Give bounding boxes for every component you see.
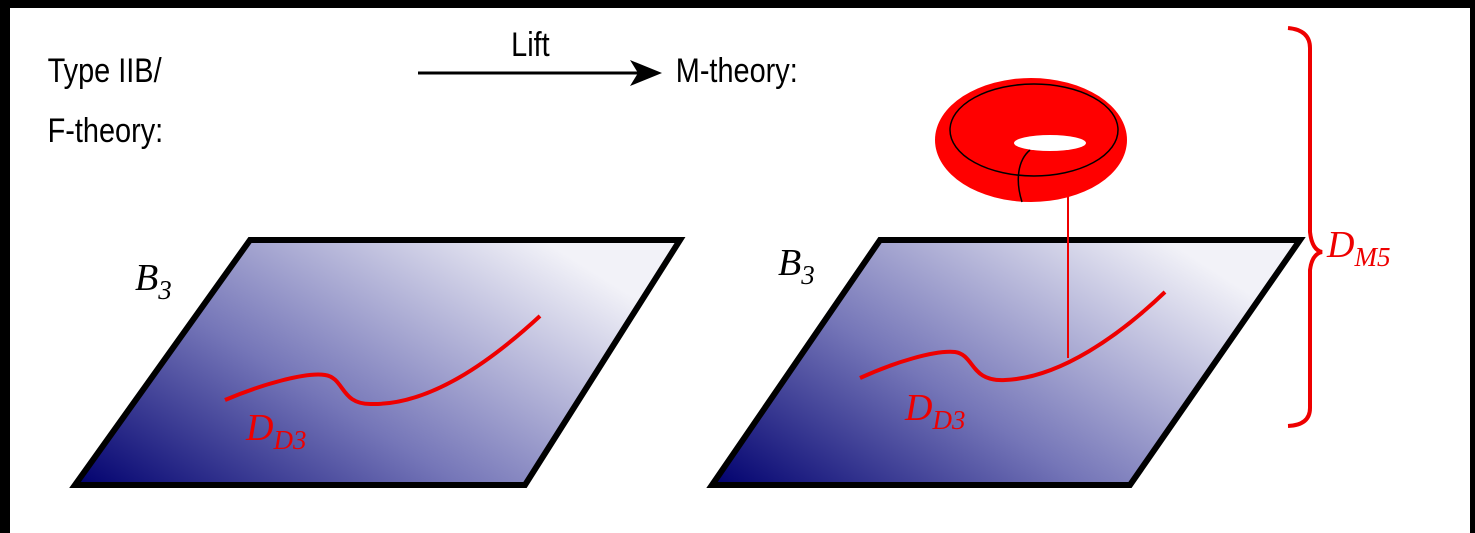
label-part: D3 [931,405,965,435]
arrow-label: Lift [511,25,550,64]
label-part: 3 [157,275,172,305]
label-part: B [778,242,801,284]
label-part: M5 [1353,242,1390,272]
label-part: B [135,257,158,299]
left-title: Type IIB/ [48,51,162,90]
label-part: D [1326,224,1354,266]
label-part: D3 [272,425,306,455]
left-title: F-theory: [48,111,164,150]
right-title: M-theory: [676,51,798,90]
page: Type IIB/ F-theory: Lift M-theory: B3 DD… [0,0,1475,533]
label-part: D [904,387,932,429]
label-part: D [245,407,273,449]
diagram: Type IIB/ F-theory: Lift M-theory: B3 DD… [0,0,1475,533]
torus-hole [1014,135,1086,151]
label-part: 3 [800,260,815,290]
